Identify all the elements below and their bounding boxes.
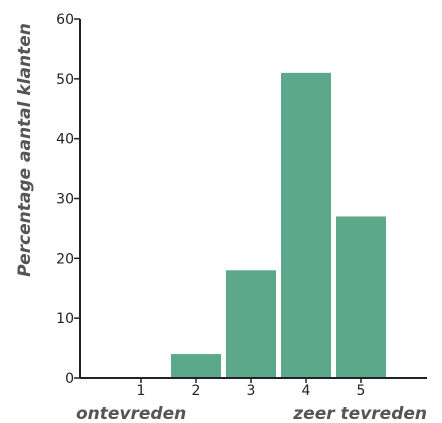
y-axis-ticks: 0 10 20 30 40 50 60 (56, 12, 80, 387)
y-tick-label: 0 (65, 371, 74, 387)
x-tick-label: 2 (192, 383, 201, 399)
x-tick-label: 5 (357, 383, 366, 399)
x-right-end-label: zeer tevreden (292, 404, 427, 423)
y-tick-label: 40 (56, 132, 74, 148)
y-tick-label: 20 (56, 251, 74, 267)
bar-2 (171, 354, 221, 378)
x-axis-ticks: 1 2 3 4 5 (137, 378, 366, 399)
x-tick-label: 4 (302, 383, 311, 399)
x-left-end-label: ontevreden (76, 404, 186, 423)
y-tick-label: 30 (56, 192, 74, 208)
bar-4 (281, 72, 331, 378)
bars (171, 72, 386, 378)
y-tick-label: 50 (56, 72, 74, 88)
y-axis-title: Percentage aantal klanten (15, 23, 35, 277)
x-tick-label: 3 (247, 383, 256, 399)
y-tick-label: 60 (56, 12, 74, 28)
y-tick-label: 10 (56, 311, 74, 327)
bar-3 (226, 270, 276, 378)
bar-5 (336, 216, 386, 378)
x-tick-label: 1 (137, 383, 146, 399)
